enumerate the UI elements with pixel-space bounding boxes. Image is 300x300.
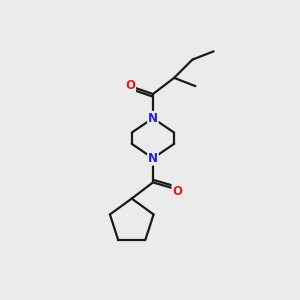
Text: O: O bbox=[172, 185, 182, 198]
Text: N: N bbox=[148, 152, 158, 165]
Text: O: O bbox=[125, 79, 135, 92]
Text: N: N bbox=[148, 112, 158, 125]
